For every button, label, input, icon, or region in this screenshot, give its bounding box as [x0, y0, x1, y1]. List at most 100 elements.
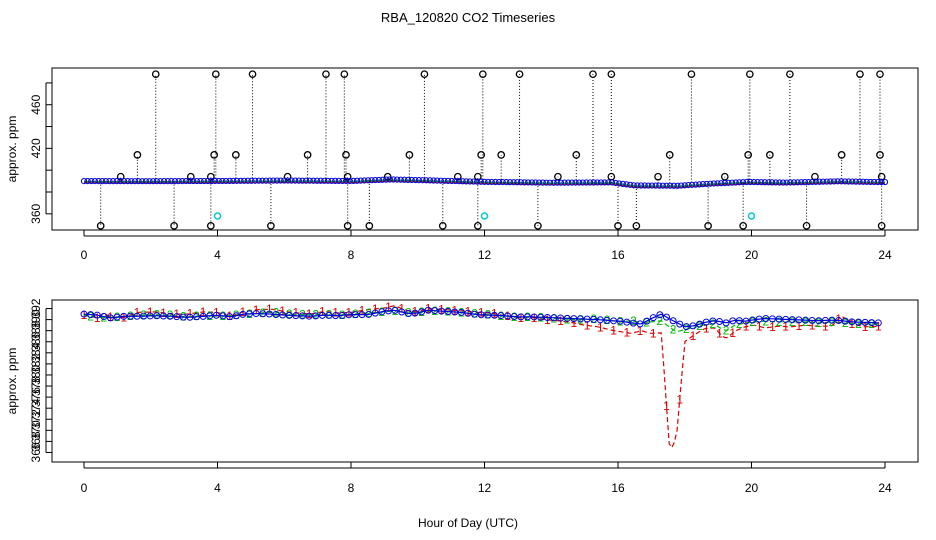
series-marker-label: 2	[842, 316, 849, 330]
series-point	[510, 313, 518, 321]
cyan-point	[213, 212, 222, 220]
series-point	[186, 313, 194, 321]
top-data-point	[536, 179, 543, 186]
series-point	[226, 313, 234, 321]
series-point	[835, 317, 843, 325]
cyan-point	[480, 212, 489, 220]
series-point	[709, 317, 717, 325]
series-marker-label: 1	[769, 320, 776, 334]
spike-point	[211, 70, 220, 79]
series-marker-label: 1	[663, 399, 670, 413]
top-data-point	[539, 179, 546, 186]
series-point	[146, 312, 154, 320]
top-data-point	[226, 177, 233, 185]
top-data-point	[201, 177, 208, 185]
top-data-point	[550, 179, 557, 186]
series-point	[815, 317, 823, 325]
top-data-point	[157, 178, 164, 185]
series-point	[616, 317, 624, 325]
spike-point	[151, 70, 160, 79]
top-data-point	[525, 179, 532, 186]
series-point	[557, 314, 565, 322]
top-data-point	[339, 177, 346, 185]
top-data-point	[732, 179, 739, 186]
series-point	[576, 315, 584, 323]
spike-point	[477, 151, 486, 159]
x-tick-label: 24	[878, 248, 892, 262]
top-panel-data	[80, 70, 889, 230]
top-data-point	[171, 178, 179, 185]
spike-point	[704, 221, 712, 230]
top-data-point	[164, 178, 171, 185]
top-data-point	[343, 177, 350, 185]
spike-point	[170, 221, 178, 230]
top-data-point	[579, 179, 586, 186]
y-tick-label: 366	[29, 442, 43, 462]
spike-point	[766, 151, 774, 159]
spike-point	[405, 151, 414, 159]
spike-point	[116, 172, 125, 181]
top-data-point	[670, 182, 677, 189]
series-point	[874, 319, 882, 327]
top-data-point	[710, 180, 717, 187]
top-data-point	[703, 180, 710, 188]
top-data-point	[860, 178, 867, 185]
top-data-point	[441, 177, 448, 184]
spike-point	[877, 221, 886, 230]
series-marker-label: 1	[782, 320, 789, 334]
top-data-point	[168, 178, 175, 185]
top-data-point	[477, 178, 484, 185]
spike-point	[438, 221, 447, 230]
y-tick-label: 378	[29, 376, 43, 396]
top-data-point	[805, 178, 812, 186]
series-point	[537, 313, 545, 321]
series-marker-label: 1	[623, 326, 630, 340]
series-marker-label: 2	[789, 315, 796, 329]
top-data-point	[874, 178, 881, 186]
bottom-y-axis-label: approx. ppm	[5, 348, 19, 415]
series-point	[424, 306, 432, 314]
series-point	[351, 311, 359, 319]
series-marker-label: 1	[200, 305, 207, 319]
series-point	[345, 311, 353, 319]
spike-point	[248, 70, 257, 79]
spike-point	[473, 172, 482, 181]
series-point	[159, 312, 167, 320]
series-marker-label: 1	[412, 305, 419, 319]
spike-point	[802, 221, 811, 230]
y-tick-label: 460	[29, 94, 43, 114]
top-data-point	[208, 177, 215, 185]
series-marker-label: 2	[564, 312, 571, 326]
series-point	[788, 316, 796, 324]
series-point	[530, 313, 538, 321]
series-point	[484, 311, 492, 319]
top-data-point	[659, 182, 667, 189]
top-data-point	[794, 179, 801, 186]
top-data-point	[816, 178, 823, 185]
series-point	[742, 317, 750, 325]
top-data-point	[645, 182, 652, 189]
top-data-point	[128, 178, 135, 185]
top-data-point	[809, 178, 816, 186]
spike-point	[837, 151, 846, 159]
spike-point	[786, 70, 794, 79]
top-data-point	[554, 179, 561, 186]
top-data-point	[186, 177, 193, 185]
top-data-point	[506, 179, 514, 186]
top-data-point	[252, 177, 259, 184]
y-tick-label: 370	[29, 420, 43, 440]
series-marker-label: 1	[690, 329, 697, 343]
series-marker-label: 1	[650, 326, 657, 340]
x-tick-label: 16	[611, 248, 625, 262]
top-data-point	[102, 178, 109, 185]
series-marker-label: 1	[385, 300, 392, 314]
series-marker-label: 1	[253, 303, 260, 317]
top-data-point	[656, 182, 663, 189]
top-data-point	[368, 177, 375, 184]
top-data-point	[241, 177, 248, 184]
y-tick-label: 420	[29, 138, 43, 158]
top-data-point	[830, 178, 838, 185]
series-marker-label: 1	[451, 303, 458, 317]
top-data-point	[255, 177, 262, 184]
series-point	[663, 313, 671, 321]
